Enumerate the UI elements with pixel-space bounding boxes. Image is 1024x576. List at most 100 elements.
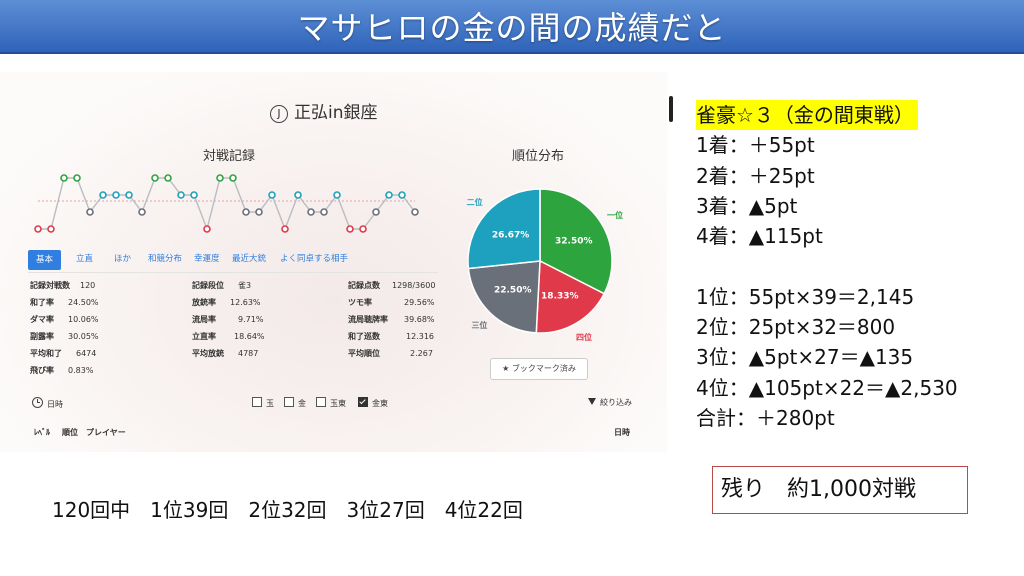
placement-summary: 120回中 1位39回 2位32回 3位27回 4位22回: [52, 498, 523, 522]
date-sort-control[interactable]: 日時: [32, 397, 63, 410]
spacer-line: [696, 251, 1016, 281]
scrollbar[interactable]: [667, 94, 675, 440]
rank-distribution-pie-chart: 32.50% 一位 18.33% 四位 22.50% 三位 26.67% 二位: [467, 188, 623, 342]
rank-history-point[interactable]: [294, 191, 302, 199]
rank-history-point[interactable]: [177, 191, 185, 199]
tab-win-distribution[interactable]: 和競分布: [148, 254, 183, 264]
stat-games: 記録対戦数 120: [30, 281, 96, 290]
rank-history-point[interactable]: [229, 174, 237, 182]
rank-history-point[interactable]: [47, 225, 55, 233]
filter-button[interactable]: 絞り込み: [588, 397, 632, 408]
pie-category-label-second: 二位: [467, 197, 483, 207]
rank-history-point[interactable]: [242, 208, 250, 216]
rank-history-point[interactable]: [346, 225, 354, 233]
rank-history-point[interactable]: [73, 174, 81, 182]
rank-history-point[interactable]: [372, 208, 380, 216]
filter-checkbox-kin-east[interactable]: 金東: [358, 397, 388, 409]
rank-history-point[interactable]: [307, 208, 315, 216]
stat-recorded-rank: 記録段位 雀3: [192, 281, 252, 290]
rank-history-point[interactable]: [268, 191, 276, 199]
rank-history-point[interactable]: [255, 208, 263, 216]
tab-basic[interactable]: 基本: [28, 250, 62, 270]
pie-value-label-fourth: 18.33%: [541, 291, 579, 301]
stat-recorded-points: 記録点数 1298/3600: [348, 281, 436, 290]
rank-history-point[interactable]: [151, 174, 159, 182]
rank-history-point[interactable]: [216, 174, 224, 182]
filter-checkbox-gyoku[interactable]: 玉: [252, 397, 274, 409]
calc-line-4: 4位：▲105pt×22＝▲2,530: [696, 375, 958, 400]
table-header-date[interactable]: 日時: [614, 428, 630, 437]
stat-avg-rank: 平均順位 2.267: [348, 349, 433, 358]
pie-category-label-third: 三位: [471, 320, 487, 330]
tab-riichi[interactable]: 立直: [76, 254, 94, 264]
tab-luck[interactable]: 幸運度: [194, 254, 220, 264]
pie-value-label-first: 32.50%: [555, 236, 593, 246]
rank-history-point[interactable]: [125, 191, 133, 199]
stat-tsumo-rate: ツモ率 29.56%: [348, 298, 435, 307]
rank-history-point[interactable]: [320, 208, 328, 216]
stat-deal-in-rate: 放銃率 12.63%: [192, 298, 261, 307]
player-badge-icon: J: [270, 105, 288, 123]
checkbox-icon: [284, 397, 294, 407]
stat-avg-win: 平均和了 6474: [30, 349, 97, 358]
pie-slice-second[interactable]: [467, 188, 541, 270]
stat-dama-rate: ダマ率 10.06%: [30, 315, 99, 324]
pie-slice-fourth[interactable]: [535, 259, 606, 334]
rank-history-point[interactable]: [203, 225, 211, 233]
pie-slice-first[interactable]: [539, 188, 613, 295]
stat-riichi-rate: 立直率 18.64%: [192, 332, 265, 341]
scrollbar-thumb[interactable]: [669, 96, 673, 122]
rank-history-point[interactable]: [385, 191, 393, 199]
battle-record-title: 対戦記録: [203, 149, 256, 164]
rank-history-chart: [34, 174, 419, 233]
calc-line-2: 2位：25pt×32＝800: [696, 315, 896, 340]
pie-value-label-second: 26.67%: [492, 231, 529, 241]
rank-history-point[interactable]: [164, 174, 172, 182]
checkbox-checked-icon: [358, 397, 368, 407]
calc-line-1: 1位：55pt×39＝2,145: [696, 284, 915, 309]
tab-other[interactable]: ほか: [114, 254, 132, 264]
rank-history-point[interactable]: [99, 191, 107, 199]
rank-history-point[interactable]: [411, 208, 419, 216]
filter-checkbox-kin[interactable]: 金: [284, 397, 306, 409]
pie-slice-third[interactable]: [467, 260, 541, 334]
player-name-text: 正弘in銀座: [294, 103, 378, 123]
uma-line-4: 4着：▲115pt: [696, 224, 823, 249]
uma-line-1: 1着：＋55pt: [696, 133, 815, 158]
stat-win-rate: 和了率 24.50%: [30, 298, 99, 307]
slide-title-banner: マサヒロの金の間の成績だと: [0, 0, 1024, 54]
checkbox-icon: [252, 397, 262, 407]
rank-history-line: [38, 177, 416, 232]
rank-history-point[interactable]: [60, 174, 68, 182]
stat-draw-tenpai-rate: 流局聴牌率 39.68%: [348, 315, 435, 324]
rank-history-point[interactable]: [398, 191, 406, 199]
tab-frequent-opponents[interactable]: よく同卓する相手: [280, 254, 349, 264]
pie-category-label-first: 一位: [607, 210, 623, 220]
uma-line-3: 3着：▲5pt: [696, 193, 798, 218]
filter-funnel-icon: [588, 398, 596, 405]
rank-history-point[interactable]: [86, 208, 94, 216]
table-header-player[interactable]: プレイヤー: [86, 428, 126, 437]
rank-history-point[interactable]: [112, 191, 120, 199]
bookmark-button[interactable]: ★ ブックマーク済み: [490, 358, 588, 380]
rank-history-point[interactable]: [333, 191, 341, 199]
results-panel: 雀豪☆３（金の間東戦） 1着：＋55pt 2着：＋25pt 3着：▲5pt 4着…: [696, 100, 1016, 433]
uma-line-2: 2着：＋25pt: [696, 163, 815, 188]
stat-call-rate: 副露率 30.05%: [30, 332, 99, 341]
rank-history-point[interactable]: [138, 208, 146, 216]
calc-line-3: 3位：▲5pt×27＝▲135: [696, 345, 914, 370]
remaining-games-box: 残り 約1,000対戦: [712, 466, 968, 514]
table-header-rank[interactable]: 順位: [62, 428, 78, 437]
tab-recent-big-hands[interactable]: 最近大銃: [232, 254, 267, 264]
calc-total: 合計：＋280pt: [696, 405, 835, 430]
rank-history-point[interactable]: [34, 225, 42, 233]
rank-history-point[interactable]: [190, 191, 198, 199]
game-stats-screenshot: J 正弘in銀座 対戦記録 順位分布 32.50% 一位 18.33% 四位 22.50%…: [0, 72, 667, 452]
slide-title: マサヒロの金の間の成績だと: [297, 9, 727, 47]
filter-checkbox-gyoku-east[interactable]: 玉東: [316, 397, 346, 409]
rank-history-point[interactable]: [281, 225, 289, 233]
stat-bust-rate: 飛び率 0.83%: [30, 366, 94, 375]
rank-history-point[interactable]: [359, 225, 367, 233]
table-header-level[interactable]: ﾚﾍﾞﾙ: [34, 428, 50, 437]
clock-icon: [32, 397, 43, 408]
